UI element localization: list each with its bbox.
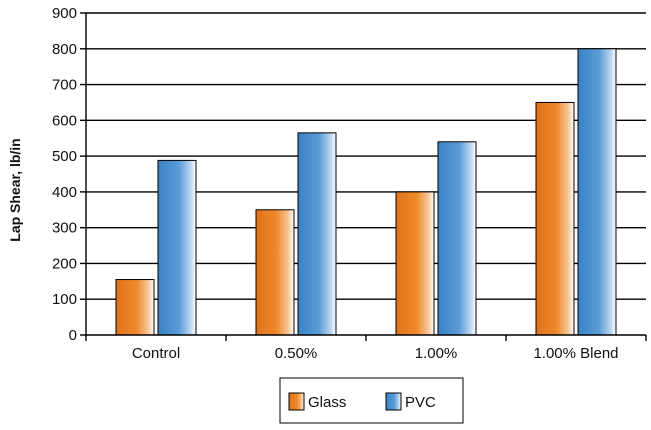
axes: 0 100 200 300 400 500 600 700 800 900 Control 0.50%…: [52, 5, 647, 362]
y-tick-label: 200: [52, 255, 77, 272]
bar-glass-0: [115, 279, 155, 336]
x-tick-label: 0.50%: [275, 345, 318, 362]
legend-swatch-pvc: [385, 392, 402, 411]
bar-glass-3: [535, 101, 575, 336]
bar-pvc-0: [157, 159, 197, 336]
bars: [115, 48, 617, 336]
y-tick-label: 400: [52, 184, 77, 201]
x-tick-label: Control: [132, 345, 180, 362]
bar-glass-2: [395, 191, 435, 336]
legend: Glass PVC: [279, 377, 464, 424]
legend-swatch-glass: [288, 392, 305, 411]
y-tick-label: 600: [52, 112, 77, 129]
y-tick-label: 800: [52, 41, 77, 58]
bar-pvc-2: [437, 141, 477, 336]
y-axis-title: Lap Shear, lb/in: [7, 138, 23, 241]
x-tick-label: 1.00% Blend: [533, 345, 618, 362]
y-tick-label: 100: [52, 291, 77, 308]
x-tick-label: 1.00%: [415, 345, 458, 362]
y-tick-label: 300: [52, 220, 77, 237]
y-tick-label: 900: [52, 5, 77, 22]
legend-label-pvc: PVC: [405, 394, 436, 411]
legend-box: [279, 377, 464, 424]
y-tick-label: 700: [52, 77, 77, 94]
bar-glass-1: [255, 209, 295, 336]
bar-pvc-3: [577, 48, 617, 336]
legend-label-glass: Glass: [308, 394, 346, 411]
y-tick-label: 500: [52, 148, 77, 165]
y-tick-label: 0: [69, 327, 77, 344]
bar-pvc-1: [297, 132, 337, 336]
